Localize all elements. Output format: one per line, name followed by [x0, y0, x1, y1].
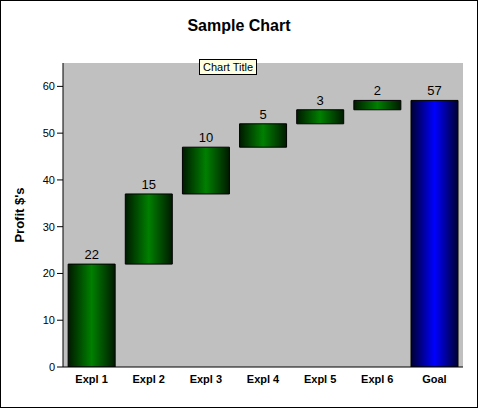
svg-text:Expl 5: Expl 5 [304, 373, 336, 385]
svg-text:30: 30 [43, 221, 55, 233]
svg-text:Expl 6: Expl 6 [361, 373, 393, 385]
svg-text:2: 2 [374, 83, 381, 98]
svg-text:Expl 3: Expl 3 [190, 373, 222, 385]
svg-text:57: 57 [427, 83, 441, 98]
svg-text:15: 15 [142, 177, 156, 192]
html-text:Chart Title: Chart Title [203, 61, 254, 73]
svg-text:22: 22 [84, 247, 98, 262]
svg-text:3: 3 [317, 93, 324, 108]
html-text:Sample Chart: Sample Chart [187, 17, 291, 34]
svg-text:Goal: Goal [422, 373, 446, 385]
svg-text:50: 50 [43, 127, 55, 139]
svg-text:0: 0 [49, 361, 55, 373]
svg-text:5: 5 [259, 107, 266, 122]
svg-text:10: 10 [43, 314, 55, 326]
svg-text:Expl 1: Expl 1 [75, 373, 107, 385]
svg-text:Expl 4: Expl 4 [247, 373, 280, 385]
svg-text:40: 40 [43, 174, 55, 186]
svg-text:60: 60 [43, 80, 55, 92]
svg-text:20: 20 [43, 267, 55, 279]
svg-text:10: 10 [199, 130, 213, 145]
svg-text:Expl 2: Expl 2 [133, 373, 165, 385]
svg-text:Profit $'s: Profit $'s [12, 187, 27, 242]
